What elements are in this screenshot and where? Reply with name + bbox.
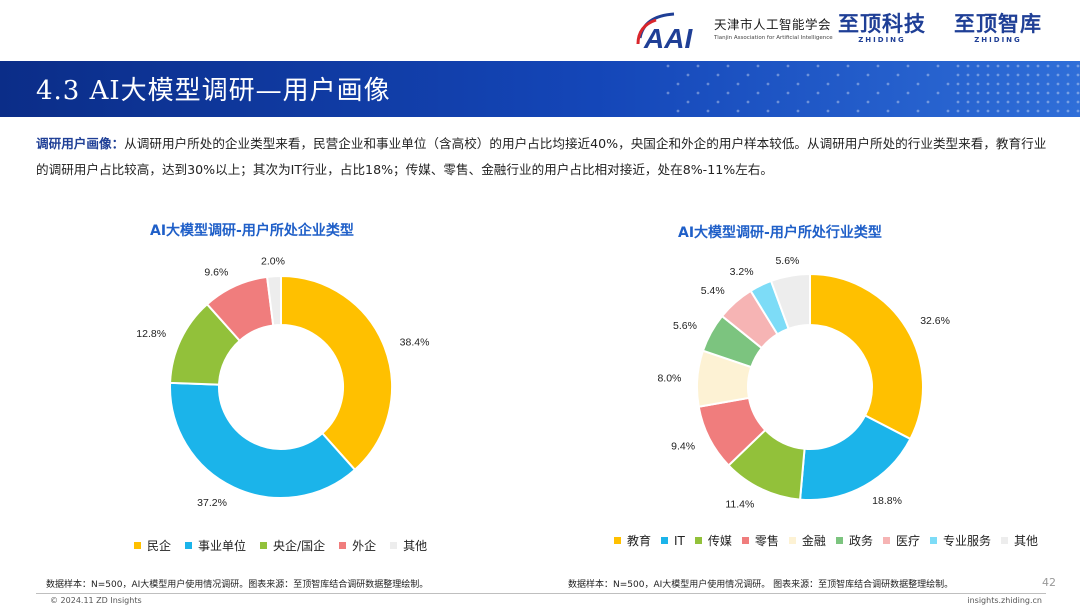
chart2-legend-swatch-5 [788,537,796,544]
chart2-legend-swatch-6 [835,537,843,544]
chart2-data-label-6: 5.6% [673,320,697,332]
association-name-block: 天津市人工智能学会 Tianjin Association for Artifi… [714,14,833,41]
chart2-legend-swatch-2 [661,537,669,544]
description-label: 调研用户画像： [36,136,125,151]
brand-zhiding-tech: 至顶科技 ZHIDING [838,12,926,45]
chart1-slice-5 [265,274,282,327]
chart1-legend-item-1: 民企 [134,537,171,554]
chart1-donut: 38.4% 37.2% 12.8% 9.6% 2.0% [136,255,430,509]
chart1-data-label-2: 37.2% [197,497,227,509]
brand-zhiding-insights-name: 至顶智库 [954,12,1042,36]
description: 调研用户画像：从调研用户所处的企业类型来看，民营企业和事业单位（含高校）的用户占… [36,131,1056,183]
association-name-en: Tianjin Association for Artificial Intel… [714,35,833,41]
chart1-legend-swatch-3 [260,542,268,549]
chart2-legend-label-2: IT [674,533,685,548]
chart2-legend-item-3: 传媒 [694,532,732,549]
chart2-slice-9 [769,272,811,331]
brand-zhiding-insights: 至顶智库 ZHIDING [954,12,1042,45]
chart2-data-label-8: 3.2% [730,266,754,278]
chart1-data-label-1: 38.4% [400,337,430,349]
chart1-slice-2 [169,381,357,499]
chart2-data-label-9: 5.6% [775,255,799,267]
chart1-data-label-5: 2.0% [261,255,285,267]
chart2-slice-1 [809,272,924,441]
chart2-legend-swatch-9 [1000,537,1008,544]
chart2-legend-label-5: 金融 [801,534,826,548]
chart1-legend-swatch-5 [390,542,398,549]
page-number: 42 [1042,576,1056,589]
taai-logo-icon: AAI [636,12,693,52]
chart2-data-label-2: 18.8% [872,495,902,507]
chart2-legend-item-5: 金融 [788,532,826,549]
chart2-title: AI大模型调研-用户所处行业类型 [678,225,882,241]
association-name: 天津市人工智能学会 [714,17,832,32]
brand-zhiding-insights-en: ZHIDING [974,36,1022,44]
chart2-legend-swatch-4 [741,537,749,544]
chart2-legend-item-1: 教育 [614,532,651,549]
chart2-data-label-1: 32.6% [920,315,950,327]
chart2-legend-label-1: 教育 [627,534,652,548]
chart2-donut: 32.6% 18.8% 11.4% 9.4% 8.0% 5.6% 5.4% 3.2% 5.6% [657,255,950,510]
page-title: 4.3 AI大模型调研—用户画像 [36,76,391,106]
chart2-data-label-5: 8.0% [657,372,681,384]
chart2-legend-label-4: 零售 [754,534,779,548]
chart1-legend-item-4: 外企 [339,537,376,554]
chart2-legend-swatch-7 [882,537,890,544]
chart1-legend: 民企 事业单位 央企/国企 外企 其他 [134,537,427,554]
brand-zhiding-tech-en: ZHIDING [858,36,906,44]
chart2-legend-item-6: 政务 [835,532,873,549]
chart2-legend-label-8: 专业服务 [942,534,991,548]
chart2-legend-swatch-8 [929,537,937,544]
chart2-data-label-3: 11.4% [725,498,754,510]
chart1-legend-label-3: 央企/国企 [273,539,326,553]
chart1-slice-1 [280,274,393,472]
chart2-legend-label-6: 政务 [848,534,873,548]
title-bar: 4.3 AI大模型调研—用户画像 [0,61,1080,117]
chart1-legend-label-4: 外企 [352,539,377,553]
chart2-legend-item-7: 医疗 [882,532,920,549]
chart1-legend-item-3: 央企/国企 [260,537,325,554]
chart1-legend-item-2: 事业单位 [185,537,246,554]
chart2-legend-swatch-3 [694,537,702,544]
decorative-dot-pattern [666,64,1080,113]
chart2-data-label-4: 9.4% [671,441,695,453]
chart2-legend-item-8: 专业服务 [929,532,991,549]
chart2-legend-item-4: 零售 [741,532,779,549]
chart2-data-label-7: 5.4% [701,285,725,297]
chart1-data-label-3: 12.8% [136,328,166,340]
description-text: 从调研用户所处的企业类型来看，民营企业和事业单位（含高校）的用户占比均接近40%… [36,136,1047,177]
chart1-legend-item-5: 其他 [390,537,427,554]
chart1-legend-swatch-2 [185,542,193,549]
chart2-legend-swatch-1 [614,537,621,544]
chart1-legend-swatch-1 [134,542,141,549]
header-logos: AAI 天津市人工智能学会 Tianjin Association for Ar… [628,6,1068,54]
chart1-data-label-4: 9.6% [204,266,228,278]
chart2-legend-item-9: 其他 [1000,532,1038,549]
footnote-right: 数据样本：N=500，AI大模型用户使用情况调研。 图表来源：至顶智库结合调研数… [568,580,954,590]
chart2-legend-label-3: 传媒 [707,534,732,548]
chart1-legend-swatch-4 [339,542,347,549]
chart1-legend-label-5: 其他 [403,539,428,553]
chart1-legend-label-2: 事业单位 [198,539,247,553]
footer-divider [36,593,1046,594]
svg-text:AAI: AAI [643,23,693,52]
footer-url: insights.zhiding.cn [967,596,1042,605]
chart2-legend-item-2: IT [661,532,685,549]
footer-copyright: © 2024.11 ZD Insights [50,596,142,605]
chart2-legend: 教育 IT 传媒 零售 金融 政务 医疗 专业服务 其他 [614,532,1038,549]
chart1-legend-label-1: 民企 [147,539,172,553]
footnote-left: 数据样本：N=500，AI大模型用户使用情况调研。图表来源：至顶智库结合调研数据… [46,580,429,590]
chart2-legend-label-9: 其他 [1013,534,1038,548]
chart2-legend-label-7: 医疗 [895,534,920,548]
brand-zhiding-tech-name: 至顶科技 [838,12,926,36]
chart1-title: AI大模型调研-用户所处企业类型 [150,223,354,239]
